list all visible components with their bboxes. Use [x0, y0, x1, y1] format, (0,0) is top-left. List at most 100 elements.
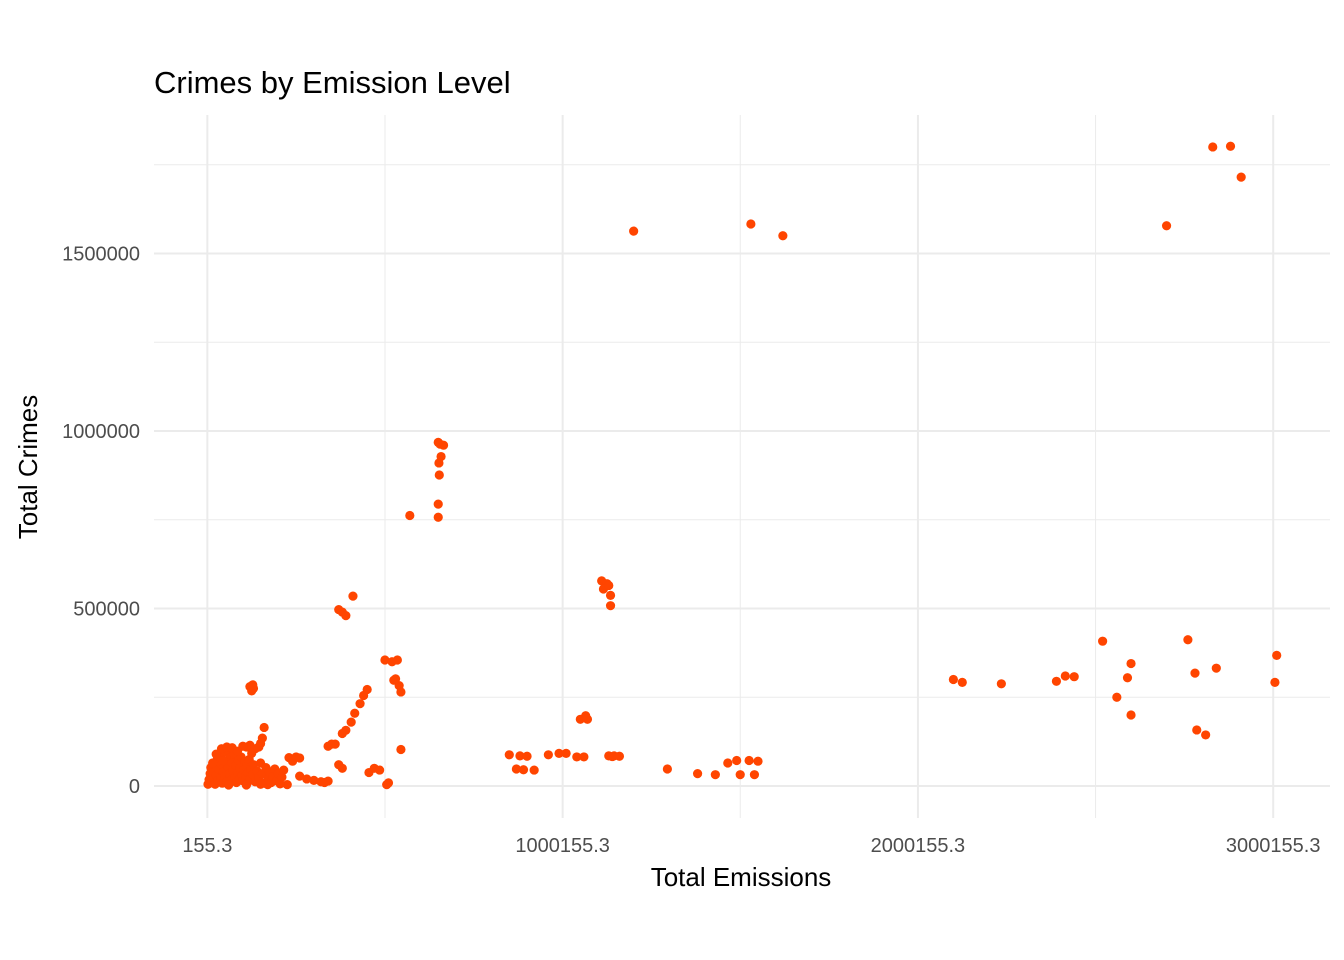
scatter-point [1201, 730, 1211, 740]
scatter-point [1183, 635, 1193, 645]
scatter-point [735, 770, 745, 780]
scatter-point [604, 580, 614, 591]
scatter-point [232, 746, 243, 756]
scatter-point [295, 771, 305, 781]
scatter-point [255, 779, 266, 789]
y-tick-label: 1500000 [62, 243, 140, 265]
scatter-point [511, 764, 521, 774]
scatter-point [348, 591, 358, 601]
scatter-point [1122, 673, 1133, 683]
scatter-point [518, 765, 529, 775]
scatter-point [218, 755, 228, 766]
scatter-point [723, 758, 733, 768]
scatter-point [579, 752, 589, 762]
x-tick-label: 1000155.3 [515, 835, 610, 857]
scatter-point [504, 750, 514, 760]
x-axis-title: Total Emissions [651, 862, 832, 892]
y-tick-label: 0 [129, 776, 140, 798]
scatter-point [710, 770, 720, 780]
scatter-point [279, 765, 289, 775]
scatter-point [396, 744, 406, 755]
scatter-point [522, 751, 532, 761]
scatter-point [282, 780, 292, 790]
y-tick-label: 500000 [73, 599, 140, 621]
scatter-point [1211, 663, 1221, 673]
scatter-point [1069, 672, 1079, 682]
scatter-point [380, 655, 390, 665]
scatter-point [561, 748, 571, 758]
scatter-point [434, 458, 444, 468]
x-tick-label: 3000155.3 [1226, 835, 1321, 857]
gridlines [154, 115, 1330, 818]
x-tick-label: 2000155.3 [871, 835, 966, 857]
scatter-point [241, 780, 251, 790]
chart-title: Crimes by Emission Level [154, 65, 511, 100]
scatter-point [1126, 710, 1136, 720]
scatter-point [662, 764, 672, 774]
scatter-point [1161, 221, 1172, 231]
scatter-point [1126, 658, 1136, 669]
scatter-point [390, 674, 401, 684]
scatter-point [211, 749, 221, 759]
scatter-point [309, 775, 319, 785]
scatter-point [629, 226, 639, 236]
scatter-point [572, 752, 582, 762]
scatter-point [1208, 142, 1218, 152]
scatter-point [605, 590, 616, 600]
scatter-point [247, 748, 257, 758]
scatter-point [208, 758, 218, 768]
scatter-point [383, 778, 394, 788]
scatter-point [392, 655, 402, 665]
scatter-point [957, 677, 967, 687]
scatter-point [753, 756, 763, 766]
data-points [203, 141, 1282, 790]
y-tick-label: 1000000 [62, 421, 140, 443]
scatter-point [355, 699, 365, 709]
scatter-point [337, 763, 347, 773]
scatter-point [259, 722, 269, 733]
scatter-point [1051, 676, 1062, 686]
scatter-point [996, 679, 1006, 689]
scatter-point [375, 765, 385, 775]
scatter-point [582, 714, 593, 724]
scatter-point [554, 748, 564, 758]
scatter-point [1060, 671, 1070, 681]
scatter-point [248, 680, 258, 690]
y-axis-title: Total Crimes [13, 395, 43, 539]
scatter-point [778, 231, 788, 241]
scatter-point [732, 755, 742, 766]
scatter-point [396, 687, 406, 697]
scatter-point [337, 728, 347, 739]
scatter-point [543, 750, 553, 760]
scatter-point [224, 780, 234, 790]
scatter-point [350, 708, 360, 718]
scatter-point [405, 510, 415, 521]
scatter-point [433, 499, 443, 509]
scatter-point [1098, 636, 1108, 646]
scatter-point [1225, 141, 1236, 151]
scatter-point [692, 769, 703, 779]
scatter-point [346, 717, 356, 727]
scatter-point [614, 751, 625, 761]
scatter-point [302, 774, 312, 784]
scatter-point [948, 674, 958, 685]
scatter-point [341, 611, 351, 621]
scatter-point [1190, 668, 1200, 678]
scatter-point [749, 770, 760, 780]
scatter-point [359, 690, 369, 701]
scatter-point [295, 753, 305, 763]
scatter-point [434, 470, 444, 480]
scatter-point [529, 765, 539, 775]
scatter-point [1236, 172, 1246, 182]
tick-labels: 155.3 1000155.3 2000155.3 3000155.3 0 500000 1… [62, 243, 1320, 857]
scatter-point [746, 219, 756, 229]
scatter-point [1192, 725, 1202, 735]
scatter-point [438, 440, 449, 450]
scatter-point [433, 512, 443, 522]
scatter-point [1112, 692, 1122, 702]
scatter-point [1272, 650, 1282, 660]
scatter-point [515, 751, 525, 761]
scatter-point [1270, 677, 1280, 687]
x-tick-label: 155.3 [182, 835, 232, 857]
